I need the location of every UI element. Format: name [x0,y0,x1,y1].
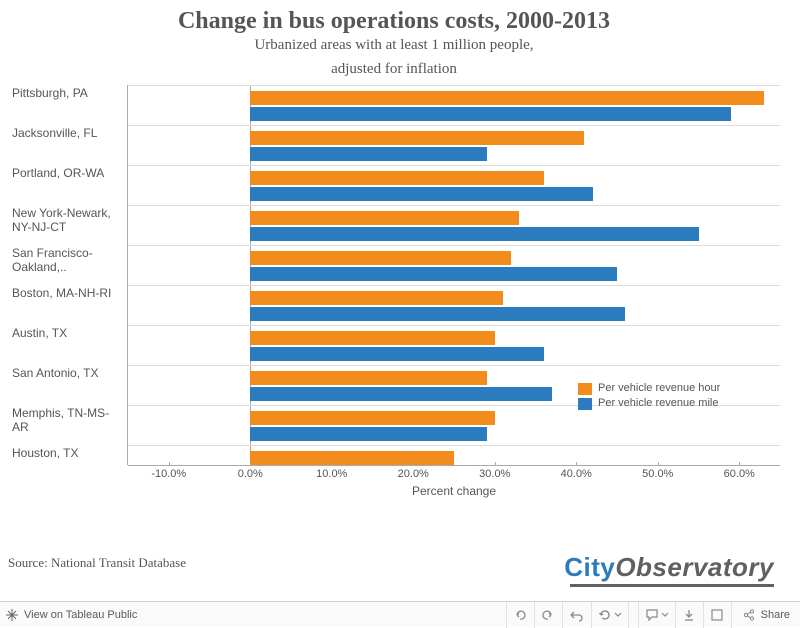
fullscreen-icon [710,608,724,622]
revert-button[interactable] [562,602,591,628]
x-axis-label: Percent change [412,484,496,498]
refresh-menu-button[interactable] [591,602,628,628]
revert-icon [569,608,585,622]
bars-cell [128,125,780,165]
bar-mile[interactable] [250,227,698,241]
undo-button[interactable] [506,602,534,628]
legend-swatch [578,398,592,410]
category-label: Austin, TX [8,325,128,365]
bar-hour[interactable] [250,291,503,305]
fullscreen-button[interactable] [703,602,731,628]
bar-hour[interactable] [250,411,495,425]
bar-hour[interactable] [250,171,543,185]
share-label: Share [761,609,790,621]
bars-cell [128,325,780,365]
bar-mile[interactable] [250,267,617,281]
share-button[interactable]: Share [731,602,800,628]
bar-hour[interactable] [250,451,454,465]
logo-underline [570,584,774,587]
comment-menu-button[interactable] [638,602,675,628]
table-row: San Francisco-Oakland,.. [8,245,780,285]
logo-city: City [564,552,615,582]
category-label: Portland, OR-WA [8,165,128,205]
download-icon [682,608,696,622]
category-label: Memphis, TN-MS-AR [8,405,128,445]
tableau-icon [6,609,18,621]
category-label: Houston, TX [8,445,128,465]
x-tick: 50.0% [642,468,673,480]
redo-button[interactable] [534,602,562,628]
cityobservatory-logo: CityObservatory [564,552,774,583]
comment-icon [645,608,659,622]
legend-item[interactable]: Per vehicle revenue mile [578,396,720,411]
bar-mile[interactable] [250,187,592,201]
bar-hour[interactable] [250,91,763,105]
bar-hour[interactable] [250,331,495,345]
bar-hour[interactable] [250,371,486,385]
redo-icon [541,608,555,622]
bars-cell [128,165,780,205]
source-text: Source: National Transit Database [8,555,186,571]
chart-subtitle-1: Urbanized areas with at least 1 million … [8,36,780,55]
bar-hour[interactable] [250,251,511,265]
bar-mile[interactable] [250,347,543,361]
table-row: Boston, MA-NH-RI [8,285,780,325]
download-button[interactable] [675,602,703,628]
x-tick: 10.0% [316,468,347,480]
table-row: New York-Newark, NY-NJ-CT [8,205,780,245]
legend-swatch [578,383,592,395]
bar-mile[interactable] [250,147,486,161]
chevron-down-icon [661,611,669,619]
share-icon [742,608,756,622]
category-label: San Antonio, TX [8,365,128,405]
bar-hour[interactable] [250,211,519,225]
category-label: Jacksonville, FL [8,125,128,165]
x-tick: 30.0% [479,468,510,480]
table-row: Portland, OR-WA [8,165,780,205]
bars-cell [128,85,780,125]
plot-area: Pittsburgh, PAJacksonville, FLPortland, … [8,85,780,505]
chart-container: Change in bus operations costs, 2000-201… [0,0,800,505]
bars-cell [128,445,780,465]
bar-mile[interactable] [250,107,731,121]
view-on-tableau-label: View on Tableau Public [24,609,137,621]
category-label: Boston, MA-NH-RI [8,285,128,325]
tableau-toolbar: View on Tableau Public Share [0,601,800,627]
legend: Per vehicle revenue hourPer vehicle reve… [578,381,720,412]
logo-observatory: Observatory [615,552,774,582]
bar-mile[interactable] [250,387,552,401]
chevron-down-icon [614,611,622,619]
category-label: New York-Newark, NY-NJ-CT [8,205,128,245]
refresh-icon [598,608,612,622]
legend-label: Per vehicle revenue mile [598,396,718,411]
bars-cell [128,285,780,325]
legend-item[interactable]: Per vehicle revenue hour [578,381,720,396]
undo-icon [513,608,527,622]
bar-hour[interactable] [250,131,584,145]
bar-mile[interactable] [250,427,486,441]
bars-cell [128,245,780,285]
view-on-tableau-button[interactable]: View on Tableau Public [0,602,143,628]
table-row: Jacksonville, FL [8,125,780,165]
chart-title: Change in bus operations costs, 2000-201… [8,8,780,36]
x-axis: Percent change -10.0% 0.0% 10.0% 20.0% 30.0%… [128,465,780,505]
x-tick: 0.0% [238,468,263,480]
table-row: Pittsburgh, PA [8,85,780,125]
bar-mile[interactable] [250,307,625,321]
x-tick: 60.0% [724,468,755,480]
x-tick: -10.0% [151,468,186,480]
category-label: Pittsburgh, PA [8,85,128,125]
toolbar-divider [628,602,638,628]
legend-label: Per vehicle revenue hour [598,381,720,396]
category-label: San Francisco-Oakland,.. [8,245,128,285]
x-tick: 40.0% [561,468,592,480]
table-row: Austin, TX [8,325,780,365]
chart-subtitle-2: adjusted for inflation [8,60,780,79]
bars-cell [128,205,780,245]
table-row: Houston, TX [8,445,780,465]
x-tick: 20.0% [398,468,429,480]
